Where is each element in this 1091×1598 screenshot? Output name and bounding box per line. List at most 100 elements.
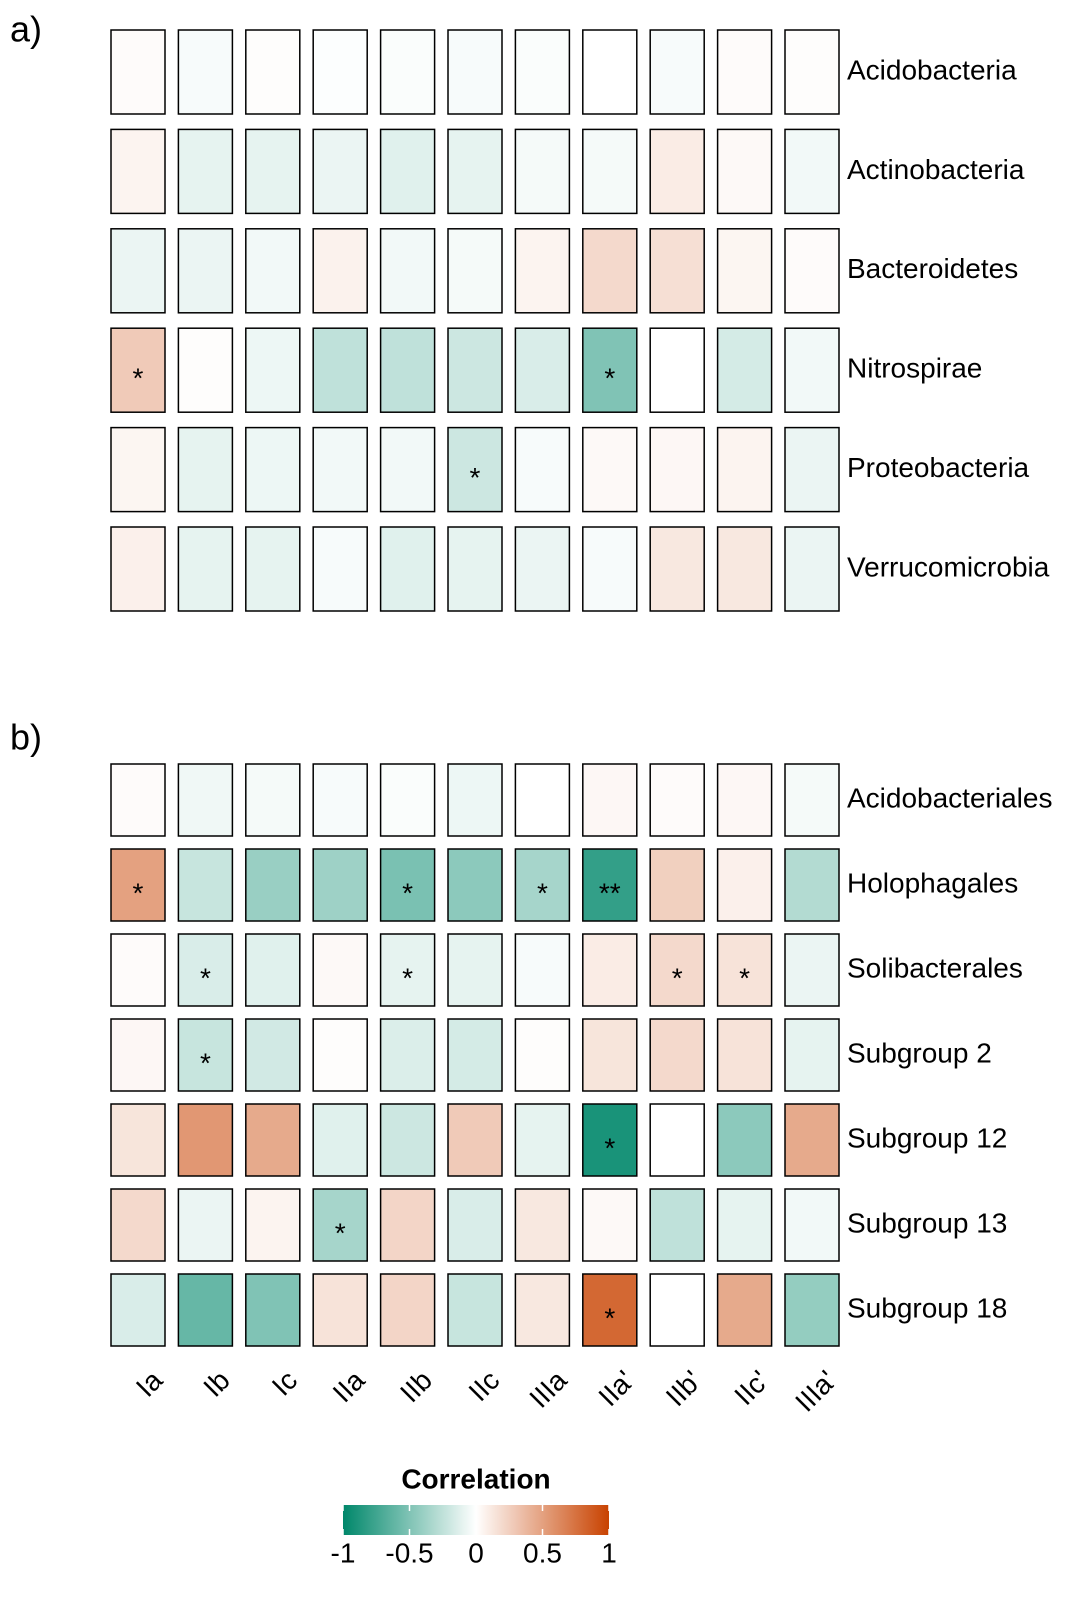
heatmap-cell xyxy=(245,426,301,513)
heatmap-cell xyxy=(177,426,234,513)
significance-star: * xyxy=(604,1132,615,1163)
heatmap-cell xyxy=(582,228,638,314)
heatmap-cell xyxy=(245,228,301,314)
heatmap-cell xyxy=(312,848,368,922)
heatmap-cell xyxy=(784,1018,840,1092)
heatmap-cell xyxy=(649,128,705,215)
heatmap-cell xyxy=(716,29,773,115)
heatmap-cell xyxy=(110,848,166,922)
heatmap-cell xyxy=(582,763,638,837)
colorbar-title: Correlation xyxy=(401,1463,550,1494)
heatmap-cell xyxy=(582,327,638,413)
significance-star: * xyxy=(537,877,548,908)
colorbar-tick-label: -1 xyxy=(331,1537,356,1568)
significance-star: * xyxy=(200,962,211,993)
heatmap-cell xyxy=(177,29,234,115)
heatmap-cell xyxy=(312,1018,368,1092)
heatmap-cell xyxy=(312,228,368,314)
heatmap-cell xyxy=(514,29,571,115)
heatmap-cell xyxy=(177,933,234,1007)
heatmap-cell xyxy=(514,933,571,1007)
heatmap-cell xyxy=(582,1273,638,1347)
heatmap-cell xyxy=(784,128,840,215)
heatmap-cell xyxy=(582,1018,638,1092)
row-label: Verrucomicrobia xyxy=(847,551,1050,582)
heatmap-cell xyxy=(716,1103,773,1177)
heatmap-cell xyxy=(784,933,840,1007)
significance-star: * xyxy=(739,962,750,993)
heatmap-cell xyxy=(312,426,368,513)
heatmap-cell xyxy=(177,1103,234,1177)
significance-star: * xyxy=(335,1217,346,1248)
heatmap-cell xyxy=(379,1273,436,1347)
colorbar-tick-label: -0.5 xyxy=(385,1537,433,1568)
row-label: Acidobacteriales xyxy=(847,782,1052,813)
row-label: Actinobacteria xyxy=(847,154,1025,185)
heatmap-cell xyxy=(177,327,234,413)
heatmap-cell xyxy=(245,1018,301,1092)
row-label: Proteobacteria xyxy=(847,452,1030,483)
row-label: Nitrospirae xyxy=(847,353,982,384)
heatmap-cell xyxy=(514,228,571,314)
heatmap-cell xyxy=(312,128,368,215)
heatmap-cell xyxy=(514,128,571,215)
heatmap-cell xyxy=(716,327,773,413)
heatmap-cell xyxy=(649,526,705,612)
row-label: Subgroup 2 xyxy=(847,1037,992,1068)
panel-label: b) xyxy=(10,717,42,758)
heatmap-cell xyxy=(649,29,705,115)
heatmap-cell xyxy=(649,228,705,314)
heatmap-cell xyxy=(447,1103,503,1177)
heatmap-cell xyxy=(447,1188,503,1262)
heatmap-cell xyxy=(379,526,436,612)
heatmap-cell xyxy=(312,933,368,1007)
significance-star: * xyxy=(133,877,144,908)
row-label: Solibacterales xyxy=(847,952,1023,983)
significance-star: * xyxy=(604,363,615,394)
heatmap-cell xyxy=(716,526,773,612)
heatmap-cell xyxy=(716,763,773,837)
heatmap-cell xyxy=(514,1188,571,1262)
heatmap-cell xyxy=(447,763,503,837)
x-tick-label: IIa' xyxy=(592,1364,640,1412)
heatmap-cell xyxy=(649,327,705,413)
heatmap-cell xyxy=(110,1188,166,1262)
heatmap-cell xyxy=(245,763,301,837)
heatmap-cell xyxy=(716,848,773,922)
heatmap-cell xyxy=(447,526,503,612)
x-tick-label: IIb xyxy=(394,1364,438,1408)
heatmap-cell xyxy=(447,128,503,215)
heatmap-cell xyxy=(582,848,638,922)
panel-label: a) xyxy=(10,9,42,50)
heatmap-cell xyxy=(379,128,436,215)
heatmap-cell xyxy=(514,1018,571,1092)
heatmap-cell xyxy=(784,29,840,115)
heatmap-cell xyxy=(110,763,166,837)
heatmap-cell xyxy=(649,1273,705,1347)
heatmap-cell xyxy=(649,426,705,513)
heatmap-cell xyxy=(649,848,705,922)
significance-star: * xyxy=(133,363,144,394)
heatmap-cell xyxy=(784,1103,840,1177)
heatmap-cell xyxy=(379,228,436,314)
heatmap-cell xyxy=(110,933,166,1007)
heatmap-cell xyxy=(649,1188,705,1262)
heatmap-cell xyxy=(177,848,234,922)
heatmap-cell xyxy=(379,763,436,837)
heatmap-cell xyxy=(245,327,301,413)
heatmap-cell xyxy=(514,526,571,612)
x-tick-label: IIc xyxy=(463,1364,506,1407)
heatmap-cell xyxy=(379,1018,436,1092)
heatmap-cell xyxy=(784,228,840,314)
colorbar-tick-label: 1 xyxy=(601,1537,617,1568)
heatmap-cell xyxy=(582,426,638,513)
heatmap-cell xyxy=(245,128,301,215)
row-label: Bacteroidetes xyxy=(847,253,1018,284)
heatmap-cell xyxy=(716,228,773,314)
heatmap-cell xyxy=(582,933,638,1007)
heatmap-cell xyxy=(312,526,368,612)
row-label: Subgroup 13 xyxy=(847,1207,1007,1238)
heatmap-cell xyxy=(312,763,368,837)
row-label: Acidobacteria xyxy=(847,54,1017,85)
